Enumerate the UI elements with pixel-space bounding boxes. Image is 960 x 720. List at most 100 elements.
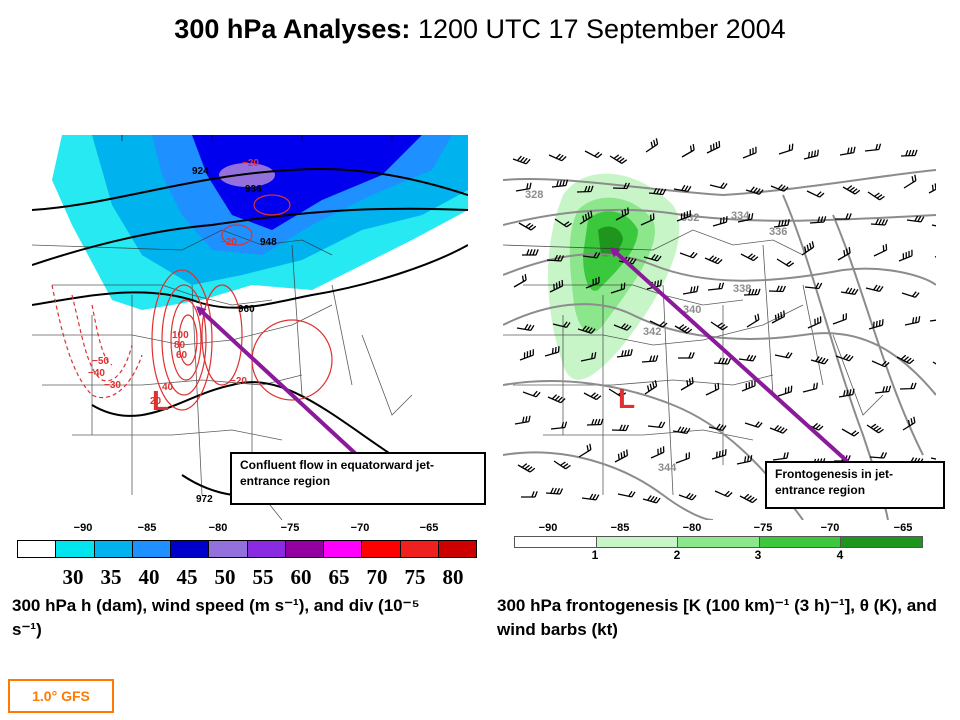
wind-barb xyxy=(640,213,655,226)
wind-barb xyxy=(614,449,629,463)
wind-barb xyxy=(547,394,566,404)
wind-barb xyxy=(645,138,659,153)
wind-barb xyxy=(554,218,572,228)
wind-barb xyxy=(805,422,824,431)
lon-label: −90 xyxy=(73,522,93,534)
colorbar-swatch xyxy=(56,541,95,557)
wind-barb xyxy=(904,316,921,326)
wind-barb xyxy=(870,218,889,226)
wind-barb xyxy=(866,423,884,434)
wind-barb xyxy=(769,424,788,434)
theta-label: 344 xyxy=(658,462,677,474)
colorbar-swatch xyxy=(841,537,922,547)
theta-label: 342 xyxy=(643,326,661,338)
theta-label: 340 xyxy=(683,304,701,316)
colorbar-label: 3 xyxy=(754,548,762,562)
right-callout: Frontogenesis in jet-entrance region xyxy=(765,461,945,509)
colorbar-swatch xyxy=(438,541,476,557)
theta-label: 328 xyxy=(525,189,543,201)
left-callout: Confluent flow in equatorward jet-entran… xyxy=(230,452,486,505)
lon-label: −80 xyxy=(682,522,702,534)
wind-barb xyxy=(841,428,860,437)
wind-barb xyxy=(681,144,695,158)
wind-barb xyxy=(649,320,668,328)
div-label: −50 xyxy=(92,356,109,367)
left-map-canvas: 924 936 948 960 972 −20 −20 −20 100 80 6… xyxy=(32,135,468,520)
wind-barb xyxy=(709,182,728,190)
wind-barb xyxy=(513,274,527,288)
colorbar-swatch xyxy=(678,537,760,547)
wind-barb xyxy=(906,215,925,223)
div-label: −20 xyxy=(220,237,237,248)
wind-barb xyxy=(675,452,690,464)
div-label: −40 xyxy=(88,368,105,379)
wind-barb xyxy=(741,379,756,392)
div-label: 100 xyxy=(172,330,189,341)
wind-barb xyxy=(549,279,564,293)
colorbar-label: 65 xyxy=(328,565,350,589)
wind-barb xyxy=(714,490,733,498)
colorbar-label: 30 xyxy=(62,565,84,589)
wind-barb xyxy=(712,216,728,227)
wind-barb xyxy=(713,357,732,365)
wind-barb xyxy=(516,323,535,332)
height-label: 960 xyxy=(238,304,255,315)
left-colorbar-labels: 30 35 40 45 50 55 60 65 70 75 80 xyxy=(17,565,475,589)
wind-barb xyxy=(679,251,698,259)
wind-barb xyxy=(832,313,847,325)
lon-label: −85 xyxy=(137,522,157,534)
right-caption: 300 hPa frontogenesis [K (100 km)⁻¹ (3 h… xyxy=(497,596,937,639)
wind-barb xyxy=(707,282,725,291)
colorbar-swatch xyxy=(171,541,210,557)
wind-barb xyxy=(648,187,667,196)
height-label: 936 xyxy=(245,184,262,195)
wind-barb xyxy=(678,492,697,501)
wind-barb xyxy=(578,443,592,458)
wind-barb xyxy=(839,146,856,156)
wind-barb xyxy=(521,491,538,498)
title-datetime: 1200 UTC 17 September 2004 xyxy=(417,14,786,44)
wind-barb xyxy=(580,352,597,362)
right-map-canvas: 328 332 334 336 338 340 342 344 344 L xyxy=(503,138,936,520)
colorbar-swatch xyxy=(18,541,57,557)
wind-barb xyxy=(515,182,532,192)
wind-barb xyxy=(544,346,560,357)
lon-label: −80 xyxy=(208,522,228,534)
wind-barb xyxy=(514,415,531,425)
right-colorbar xyxy=(514,536,923,548)
wind-barb xyxy=(898,249,913,262)
colorbar-label: 50 xyxy=(214,565,236,589)
wind-barb xyxy=(579,210,593,225)
model-label: 1.0° GFS xyxy=(8,679,114,713)
wind-barb xyxy=(896,354,915,365)
wind-barb xyxy=(608,388,627,397)
wind-barb xyxy=(744,421,763,428)
wind-barb xyxy=(931,224,936,227)
wind-barb xyxy=(835,213,852,220)
wind-barb xyxy=(706,140,721,154)
colorbar-label: 70 xyxy=(366,565,388,589)
wind-barb xyxy=(609,154,628,164)
wind-barb xyxy=(586,418,604,426)
wind-barb xyxy=(928,183,936,194)
colorbar-label: 60 xyxy=(290,565,312,589)
wind-barb xyxy=(901,291,920,298)
wind-barb xyxy=(776,258,795,267)
wind-barb xyxy=(768,285,786,293)
colorbar-swatch xyxy=(209,541,248,557)
low-marker: L xyxy=(618,383,635,414)
wind-barb xyxy=(711,449,727,460)
wind-barb xyxy=(743,288,761,296)
title-main: 300 hPa Analyses: xyxy=(174,14,411,44)
wind-barb xyxy=(550,421,568,430)
wind-barb xyxy=(643,254,662,262)
wind-barb xyxy=(803,149,819,160)
wind-barb xyxy=(742,146,757,159)
wind-barb xyxy=(871,360,890,368)
colorbar-swatch xyxy=(94,541,133,557)
wind-barb xyxy=(900,149,918,157)
low-marker: L xyxy=(152,385,169,416)
wind-barb xyxy=(673,184,692,193)
page-title: 300 hPa Analyses: 1200 UTC 17 September … xyxy=(0,14,960,45)
wind-barb xyxy=(777,385,793,397)
